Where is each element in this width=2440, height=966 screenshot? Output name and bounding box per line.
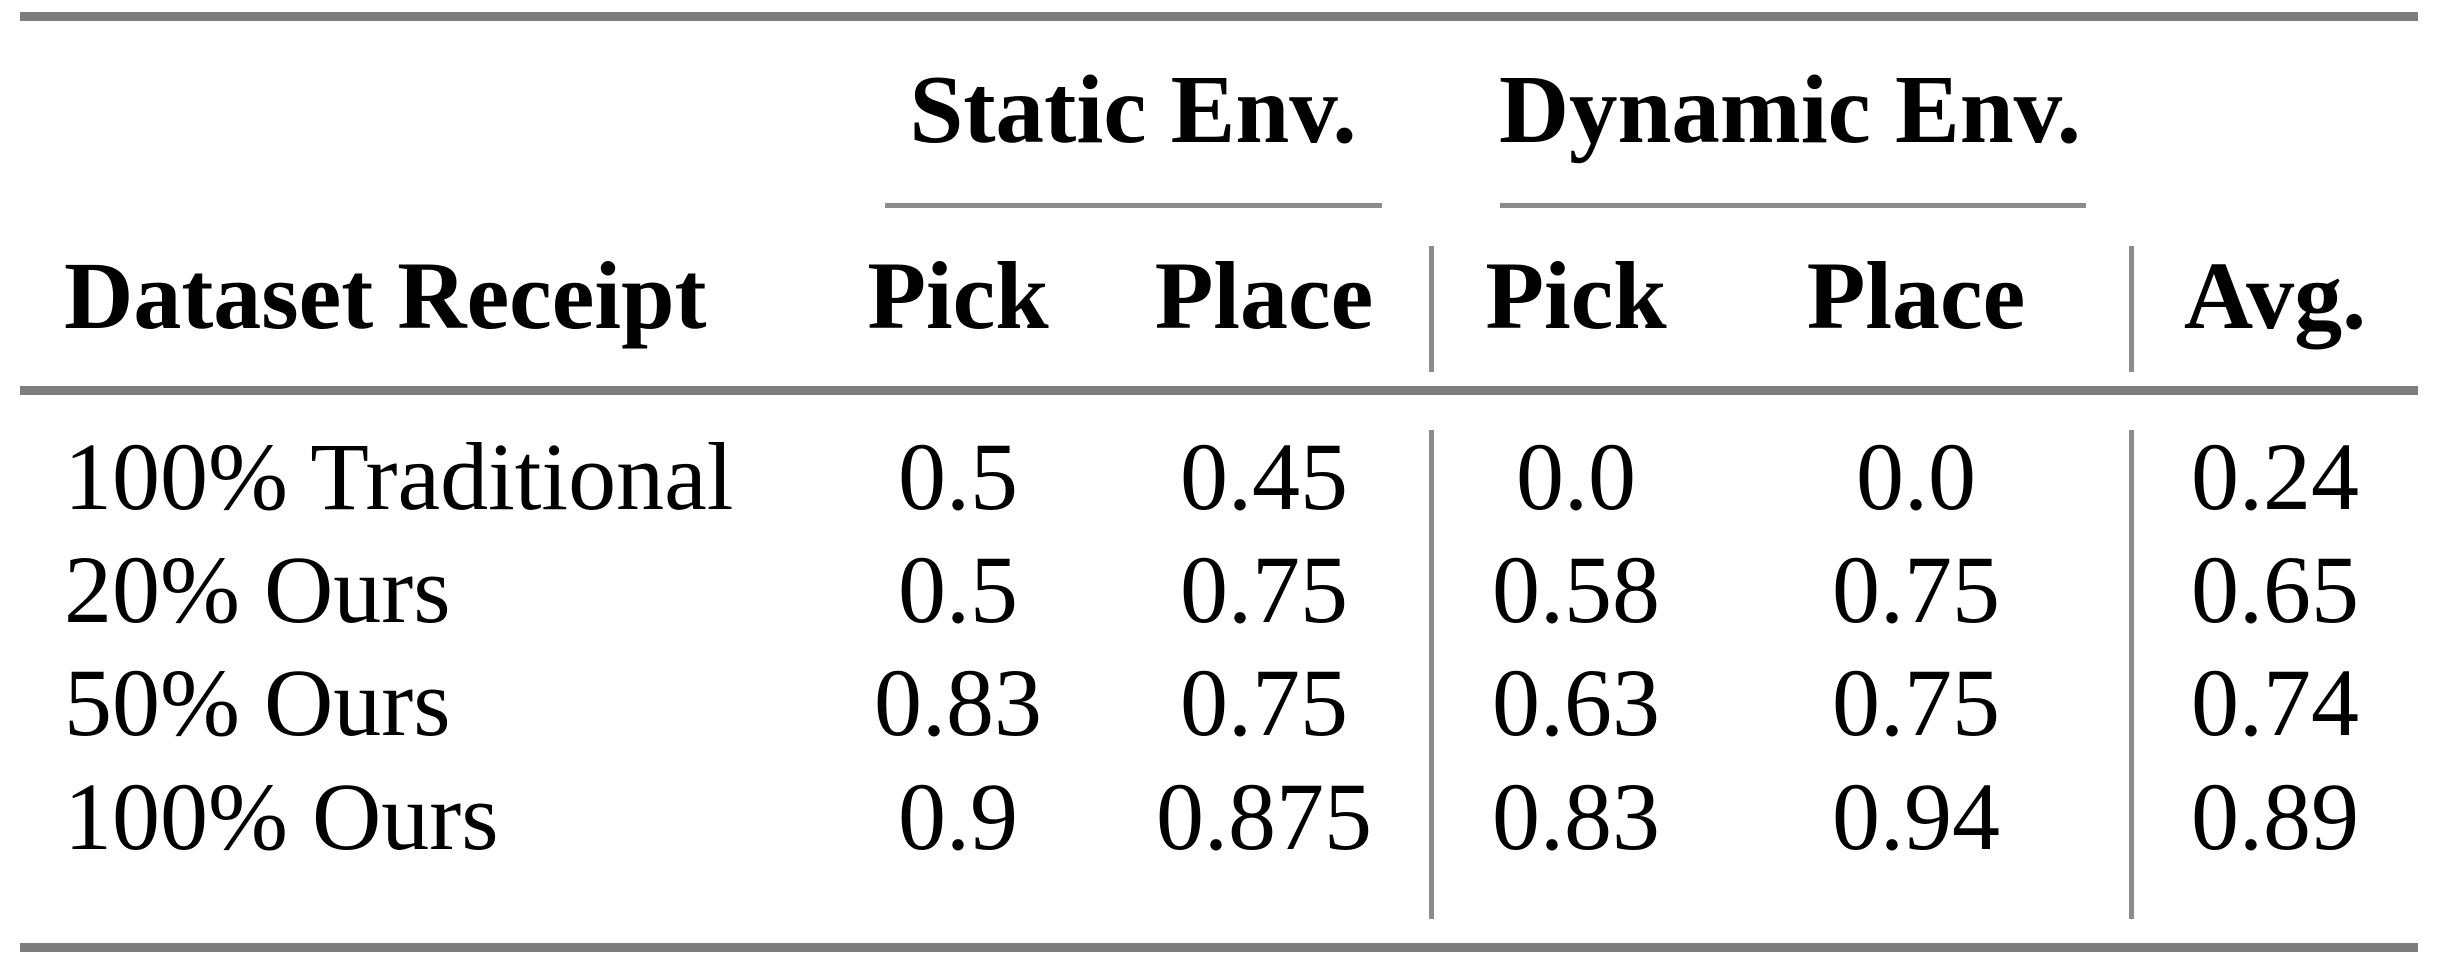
cell-static-pick: 0.9 bbox=[898, 763, 1018, 870]
cell-avg: 0.65 bbox=[2191, 536, 2359, 643]
cell-dynamic-pick: 0.63 bbox=[1492, 649, 1660, 756]
cell-static-pick: 0.83 bbox=[874, 649, 1042, 756]
table-row: 100% Ours 0.9 0.875 0.83 0.94 0.89 bbox=[0, 760, 2440, 873]
table-row: 20% Ours 0.5 0.75 0.58 0.75 0.65 bbox=[0, 533, 2440, 646]
cell-dynamic-place: 0.75 bbox=[1832, 536, 2000, 643]
cell-avg: 0.74 bbox=[2191, 649, 2359, 756]
cell-dynamic-place: 0.75 bbox=[1832, 649, 2000, 756]
cell-static-place: 0.75 bbox=[1180, 536, 1348, 643]
cell-avg: 0.89 bbox=[2191, 763, 2359, 870]
header-avg: Avg. bbox=[2183, 242, 2367, 349]
body-vertical-separator-static-dynamic bbox=[1429, 430, 1434, 919]
column-group-static-env: Static Env. bbox=[909, 56, 1357, 163]
header-dynamic-pick: Pick bbox=[1485, 242, 1667, 349]
body-vertical-separator-dynamic-avg bbox=[2129, 430, 2134, 919]
header-dynamic-place: Place bbox=[1806, 242, 2026, 349]
bottom-rule bbox=[20, 943, 2418, 952]
header-static-place: Place bbox=[1154, 242, 1374, 349]
row-label: 100% Ours bbox=[64, 763, 499, 870]
table-header-row: Dataset Receipt Pick Place Pick Place Av… bbox=[0, 236, 2440, 356]
cell-static-place: 0.75 bbox=[1180, 649, 1348, 756]
header-static-pick: Pick bbox=[867, 242, 1049, 349]
table-row: 50% Ours 0.83 0.75 0.63 0.75 0.74 bbox=[0, 646, 2440, 759]
header-vertical-separator-static-dynamic bbox=[1429, 246, 1434, 372]
column-group-dynamic-env: Dynamic Env. bbox=[1498, 56, 2082, 163]
cell-static-place: 0.875 bbox=[1156, 763, 1372, 870]
row-label: 20% Ours bbox=[64, 536, 451, 643]
header-divider-rule bbox=[20, 386, 2418, 395]
dynamic-env-underline bbox=[1500, 203, 2086, 208]
top-rule bbox=[20, 12, 2418, 21]
cell-dynamic-pick: 0.58 bbox=[1492, 536, 1660, 643]
table-row: 100% Traditional 0.5 0.45 0.0 0.0 0.24 bbox=[0, 420, 2440, 533]
row-label: 100% Traditional bbox=[64, 423, 734, 530]
cell-dynamic-place: 0.0 bbox=[1856, 423, 1976, 530]
cell-static-place: 0.45 bbox=[1180, 423, 1348, 530]
cell-static-pick: 0.5 bbox=[898, 423, 1018, 530]
header-dataset-receipt: Dataset Receipt bbox=[64, 242, 707, 349]
cell-dynamic-place: 0.94 bbox=[1832, 763, 2000, 870]
column-group-header-row: Static Env. Dynamic Env. bbox=[0, 54, 2440, 166]
cell-static-pick: 0.5 bbox=[898, 536, 1018, 643]
row-label: 50% Ours bbox=[64, 649, 451, 756]
cell-avg: 0.24 bbox=[2191, 423, 2359, 530]
static-env-underline bbox=[885, 203, 1382, 208]
cell-dynamic-pick: 0.83 bbox=[1492, 763, 1660, 870]
header-vertical-separator-dynamic-avg bbox=[2129, 246, 2134, 372]
cell-dynamic-pick: 0.0 bbox=[1516, 423, 1636, 530]
